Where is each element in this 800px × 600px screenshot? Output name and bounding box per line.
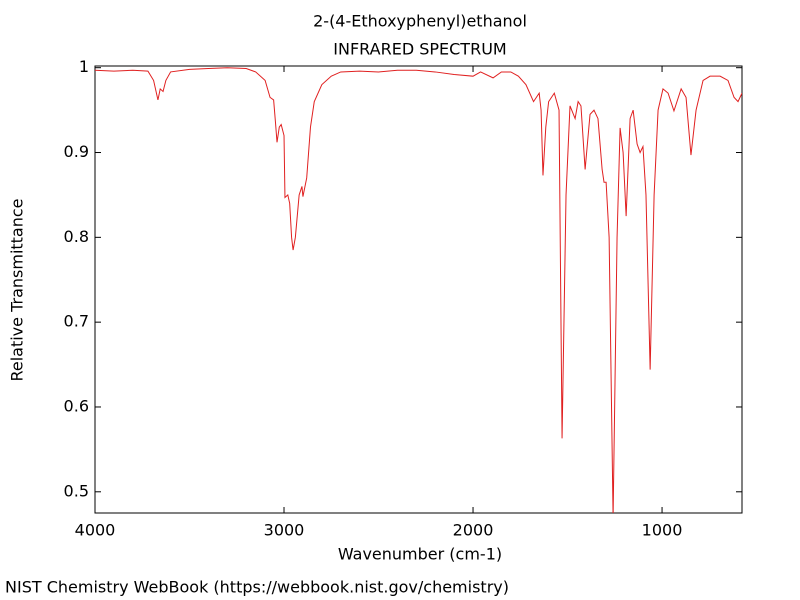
y-tick-label: 0.6 [64, 396, 89, 415]
y-axis-label: Relative Transmittance [8, 198, 27, 381]
chart-subtitle: INFRARED SPECTRUM [333, 40, 506, 59]
x-tick-label: 3000 [264, 521, 305, 540]
plot-frame [94, 65, 743, 514]
x-tick-label: 2000 [453, 521, 494, 540]
x-axis-label: Wavenumber (cm-1) [338, 545, 502, 564]
spectrum-line [95, 67, 742, 513]
x-tick-label: 1000 [642, 521, 683, 540]
y-tick-label: 0.9 [64, 142, 89, 161]
source-note: NIST Chemistry WebBook (https://webbook.… [5, 578, 509, 597]
y-tick-label: 0.5 [64, 481, 89, 500]
y-tick-label: 0.8 [64, 227, 89, 246]
y-tick-label: 1 [79, 57, 89, 76]
chart-title: 2-(4-Ethoxyphenyl)ethanol [313, 12, 527, 31]
x-tick-label: 4000 [75, 521, 116, 540]
y-tick-label: 0.7 [64, 312, 89, 331]
